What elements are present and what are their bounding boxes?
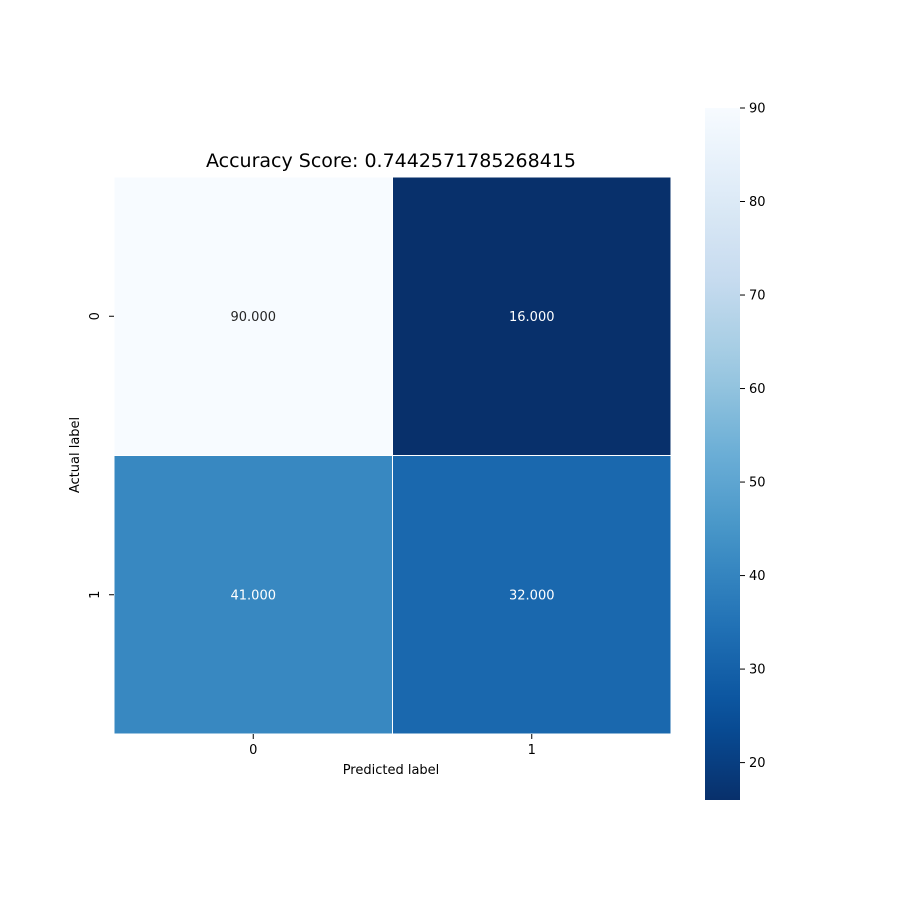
colorbar-tick-label-7: 90 bbox=[749, 102, 766, 117]
x-axis-label: Predicted label bbox=[343, 763, 440, 778]
heatmap-cell-0-1 bbox=[392, 176, 672, 456]
cell-label-0-1: 16.000 bbox=[509, 310, 555, 325]
y-axis-label: Actual label bbox=[68, 417, 83, 493]
colorbar-tick-label-3: 50 bbox=[749, 476, 766, 491]
y-axis: 01 bbox=[88, 312, 114, 599]
x-tick-label-1: 1 bbox=[528, 743, 536, 758]
colorbar-tick-label-4: 60 bbox=[749, 382, 766, 397]
colorbar-tick-label-6: 80 bbox=[749, 195, 766, 210]
cell-label-1-0: 41.000 bbox=[231, 588, 277, 603]
cell-label-1-1: 32.000 bbox=[509, 588, 555, 603]
chart-title: Accuracy Score: 0.7442571785268415 bbox=[206, 150, 576, 172]
colorbar-gradient bbox=[705, 108, 740, 800]
colorbar-tick-label-2: 40 bbox=[749, 569, 766, 584]
heatmap-cell-1-0 bbox=[113, 455, 393, 735]
colorbar: 20 30 40 50 60 70 80 90 bbox=[705, 102, 766, 800]
cell-label-0-0: 90.000 bbox=[231, 310, 277, 325]
colorbar-tick-label-5: 70 bbox=[749, 289, 766, 304]
colorbar-tick-label-0: 20 bbox=[749, 756, 766, 771]
heatmap-grid: 90.000 16.000 41.000 32.000 bbox=[113, 176, 672, 735]
heatmap-cell-0-0 bbox=[113, 176, 393, 456]
y-tick-label-1: 1 bbox=[88, 591, 103, 599]
colorbar-tick-label-1: 30 bbox=[749, 663, 766, 678]
heatmap-cell-1-1 bbox=[392, 455, 672, 735]
x-tick-label-0: 0 bbox=[249, 743, 257, 758]
y-tick-label-0: 0 bbox=[88, 312, 103, 320]
